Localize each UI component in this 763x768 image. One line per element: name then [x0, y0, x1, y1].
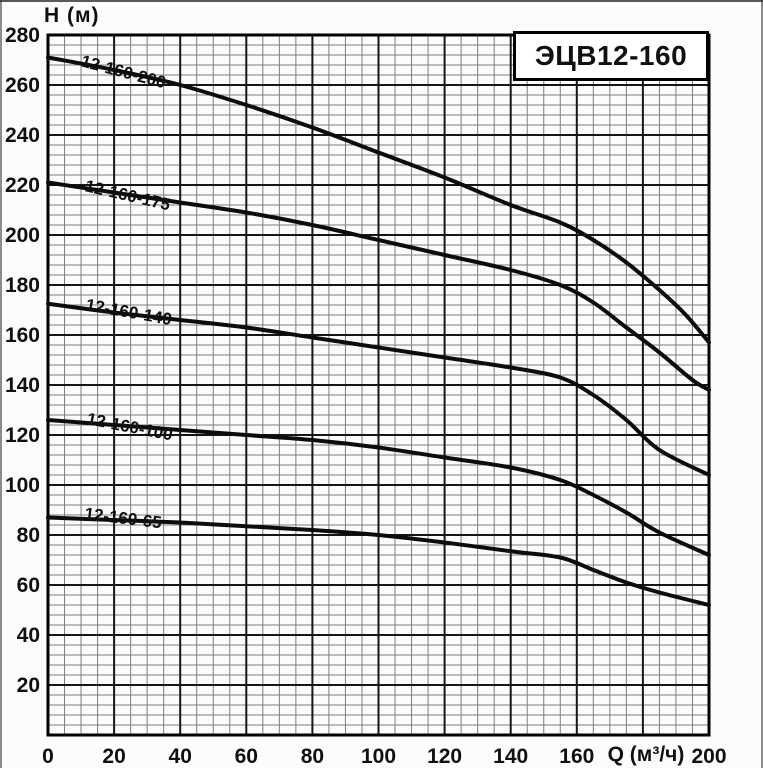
pump-curve-12-160-140	[46, 301, 711, 477]
y-tick-label: 120	[5, 424, 40, 447]
curve-label-12-160-65: 12-160-65	[84, 504, 163, 532]
y-tick-label: 60	[17, 574, 40, 597]
y-tick-label: 260	[5, 74, 40, 97]
pump-curve-12-160-100	[46, 418, 711, 557]
x-tick-label: 40	[169, 745, 192, 768]
scan-edge-top	[0, 0, 763, 2]
y-tick-label: 140	[5, 374, 40, 397]
pump-curve-12-160-65	[46, 515, 711, 607]
chart-title: ЭЦВ12-160	[534, 40, 688, 71]
x-tick-label: 60	[235, 745, 258, 768]
x-tick-label: 160	[559, 745, 594, 768]
pump-curve-12-160-175	[46, 180, 711, 392]
x-tick-label: 140	[493, 745, 528, 768]
x-tick-label: 0	[42, 745, 54, 768]
chart-title-box: ЭЦВ12-160	[513, 31, 709, 81]
y-tick-label: 40	[17, 624, 40, 647]
y-tick-label: 80	[17, 524, 40, 547]
curve-label-12-160-175: 12-160-175	[83, 176, 172, 214]
scan-edge-left	[0, 0, 2, 768]
x-tick-label: 80	[301, 745, 324, 768]
y-tick-label: 240	[5, 124, 40, 147]
y-tick-label: 100	[5, 474, 40, 497]
y-tick-label: 20	[17, 674, 40, 697]
pump-curve-12-160-200	[46, 55, 711, 345]
y-tick-label: 200	[5, 224, 40, 247]
y-axis-title: Н (м)	[44, 4, 100, 27]
x-tick-label: 20	[102, 745, 125, 768]
y-tick-label: 280	[5, 24, 40, 47]
scan-edge-right	[761, 0, 763, 768]
y-tick-label: 180	[5, 274, 40, 297]
x-tick-label: 100	[361, 745, 396, 768]
plot-border	[46, 33, 711, 737]
x-axis-title: Q (м³/ч)	[607, 743, 685, 766]
y-tick-label: 220	[5, 174, 40, 197]
pump-curves	[46, 55, 711, 607]
y-tick-label: 160	[5, 324, 40, 347]
curve-label-12-160-200: 12-160-200	[79, 52, 168, 93]
x-tick-label: 200	[691, 745, 726, 768]
x-tick-label: 120	[427, 745, 462, 768]
